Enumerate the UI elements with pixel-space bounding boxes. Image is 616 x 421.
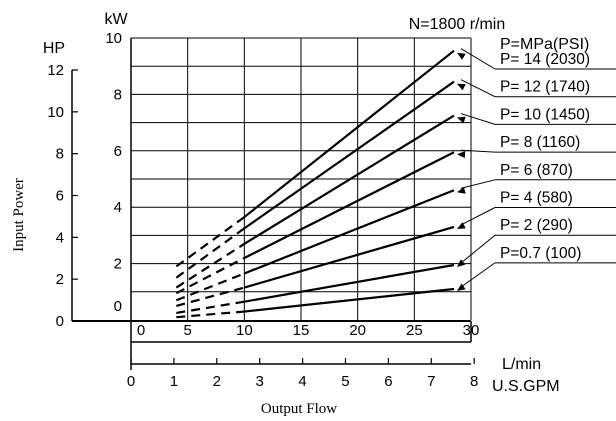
- series-line-solid: [243, 189, 455, 275]
- leader-line: [460, 149, 496, 153]
- gpm-unit-label: U.S.GPM: [492, 378, 560, 395]
- series-line-solid: [243, 80, 455, 230]
- x-axis-title: Output Flow: [261, 401, 337, 417]
- series-line-dashed: [175, 272, 245, 302]
- series-line-solid: [243, 151, 455, 259]
- pressure-label: P= 2 (290): [500, 217, 573, 234]
- lmin-tick-label: 0: [137, 322, 145, 339]
- hp-unit-label: HP: [43, 40, 65, 57]
- kw-tick-label: 6: [114, 143, 122, 160]
- chart-grid: [130, 37, 472, 320]
- lmin-tick-label: 25: [406, 322, 423, 339]
- lmin-unit-label: L/min: [502, 356, 541, 373]
- pressure-label: P= 14 (2030): [500, 51, 590, 68]
- pressure-label: P= 12 (1740): [500, 79, 590, 96]
- y-axis-title: Input Power: [11, 178, 27, 252]
- kw-tick-label: 0: [114, 298, 122, 315]
- gpm-tick-label: 2: [213, 373, 221, 390]
- series-line-solid: [243, 114, 455, 245]
- leader-arrowhead: [457, 283, 466, 291]
- series-line-dashed: [175, 242, 245, 289]
- kw-unit-label: kW: [104, 11, 128, 28]
- series-line-solid: [244, 225, 455, 289]
- leader-arrowhead: [457, 259, 466, 268]
- kw-tick-label: 8: [114, 86, 122, 103]
- leader-arrowhead: [457, 116, 466, 124]
- series-line-dashed: [176, 286, 245, 307]
- lmin-tick-label: 20: [349, 322, 366, 339]
- lmin-tick-label: 15: [293, 322, 310, 339]
- hp-tick-label: 4: [56, 229, 64, 246]
- gpm-tick-label: 8: [470, 373, 478, 390]
- gpm-tick-label: 4: [298, 373, 306, 390]
- gpm-tick-label: 0: [127, 373, 135, 390]
- kw-tick-label: 4: [114, 199, 122, 216]
- leader-line: [460, 179, 496, 189]
- series-line-solid: [244, 287, 455, 313]
- pressure-label: P= 6 (870): [500, 162, 573, 179]
- leader-arrowhead: [457, 186, 466, 194]
- hp-tick-label: 2: [56, 271, 64, 288]
- hp-tick-label: 12: [47, 62, 64, 79]
- lmin-tick-label: 10: [236, 322, 253, 339]
- series-line-dashed: [176, 310, 245, 319]
- leader-arrowhead: [457, 151, 466, 159]
- condition-label: N=1800 r/min: [409, 16, 506, 33]
- hp-tick-label: 0: [56, 313, 64, 330]
- lmin-tick-label: 30: [463, 322, 480, 339]
- lmin-tick-label: 5: [183, 322, 191, 339]
- leader-arrowhead: [457, 222, 466, 229]
- gpm-tick-label: 1: [170, 373, 178, 390]
- legend-header: P=MPa(PSI): [500, 36, 589, 53]
- leader-line: [460, 234, 496, 264]
- leader-arrowhead: [457, 52, 466, 60]
- leader-line: [460, 113, 496, 125]
- leader-line: [460, 79, 496, 98]
- kw-tick-label: 10: [105, 30, 122, 47]
- series-line-dashed: [175, 256, 245, 295]
- series-line-solid: [244, 263, 455, 303]
- gpm-tick-label: 6: [384, 373, 392, 390]
- hp-tick-label: 6: [56, 188, 64, 205]
- leader-line: [460, 207, 496, 226]
- pressure-label: P= 10 (1450): [500, 106, 590, 123]
- leader-line: [460, 262, 496, 288]
- series-lines: [175, 49, 455, 319]
- pressure-label: P= 4 (580): [500, 190, 573, 207]
- gpm-tick-label: 5: [341, 373, 349, 390]
- gpm-tick-label: 3: [256, 373, 264, 390]
- hp-tick-label: 10: [47, 104, 64, 121]
- series-line-solid: [243, 49, 455, 218]
- hp-tick-label: 8: [56, 146, 64, 163]
- chart-axes: [71, 38, 475, 370]
- leader-line: [460, 48, 496, 70]
- leader-arrowhead: [457, 83, 466, 91]
- pressure-label: P=0.7 (100): [500, 245, 581, 262]
- kw-tick-label: 2: [114, 256, 122, 273]
- pressure-label: P= 8 (1160): [500, 134, 580, 151]
- series-line-dashed: [175, 216, 245, 268]
- series-line-dashed: [176, 300, 245, 315]
- gpm-tick-label: 7: [427, 373, 435, 390]
- pressure-labels: P= 14 (2030) P= 12 (1740) P= 10 (1450) P= 8…: [457, 48, 616, 291]
